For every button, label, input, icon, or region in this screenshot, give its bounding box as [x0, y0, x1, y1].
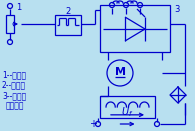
Text: $U_f$: $U_f$ [121, 105, 134, 119]
Text: 2: 2 [65, 7, 71, 17]
Bar [55, 15, 81, 35]
Bar [6, 15, 14, 33]
Bar [100, 96, 155, 118]
Text: 整流装置: 整流装置 [6, 102, 25, 111]
Text: 1: 1 [16, 4, 21, 12]
Text: +: + [89, 119, 97, 129]
Text: M: M [114, 67, 126, 77]
Bar [100, 5, 170, 52]
Text: 1--电位器: 1--电位器 [2, 70, 26, 80]
Text: 2--触发器: 2--触发器 [2, 81, 26, 89]
Text: 3--晶闸管: 3--晶闸管 [2, 91, 26, 100]
Text: -: - [161, 119, 165, 129]
Text: 3: 3 [174, 6, 179, 15]
